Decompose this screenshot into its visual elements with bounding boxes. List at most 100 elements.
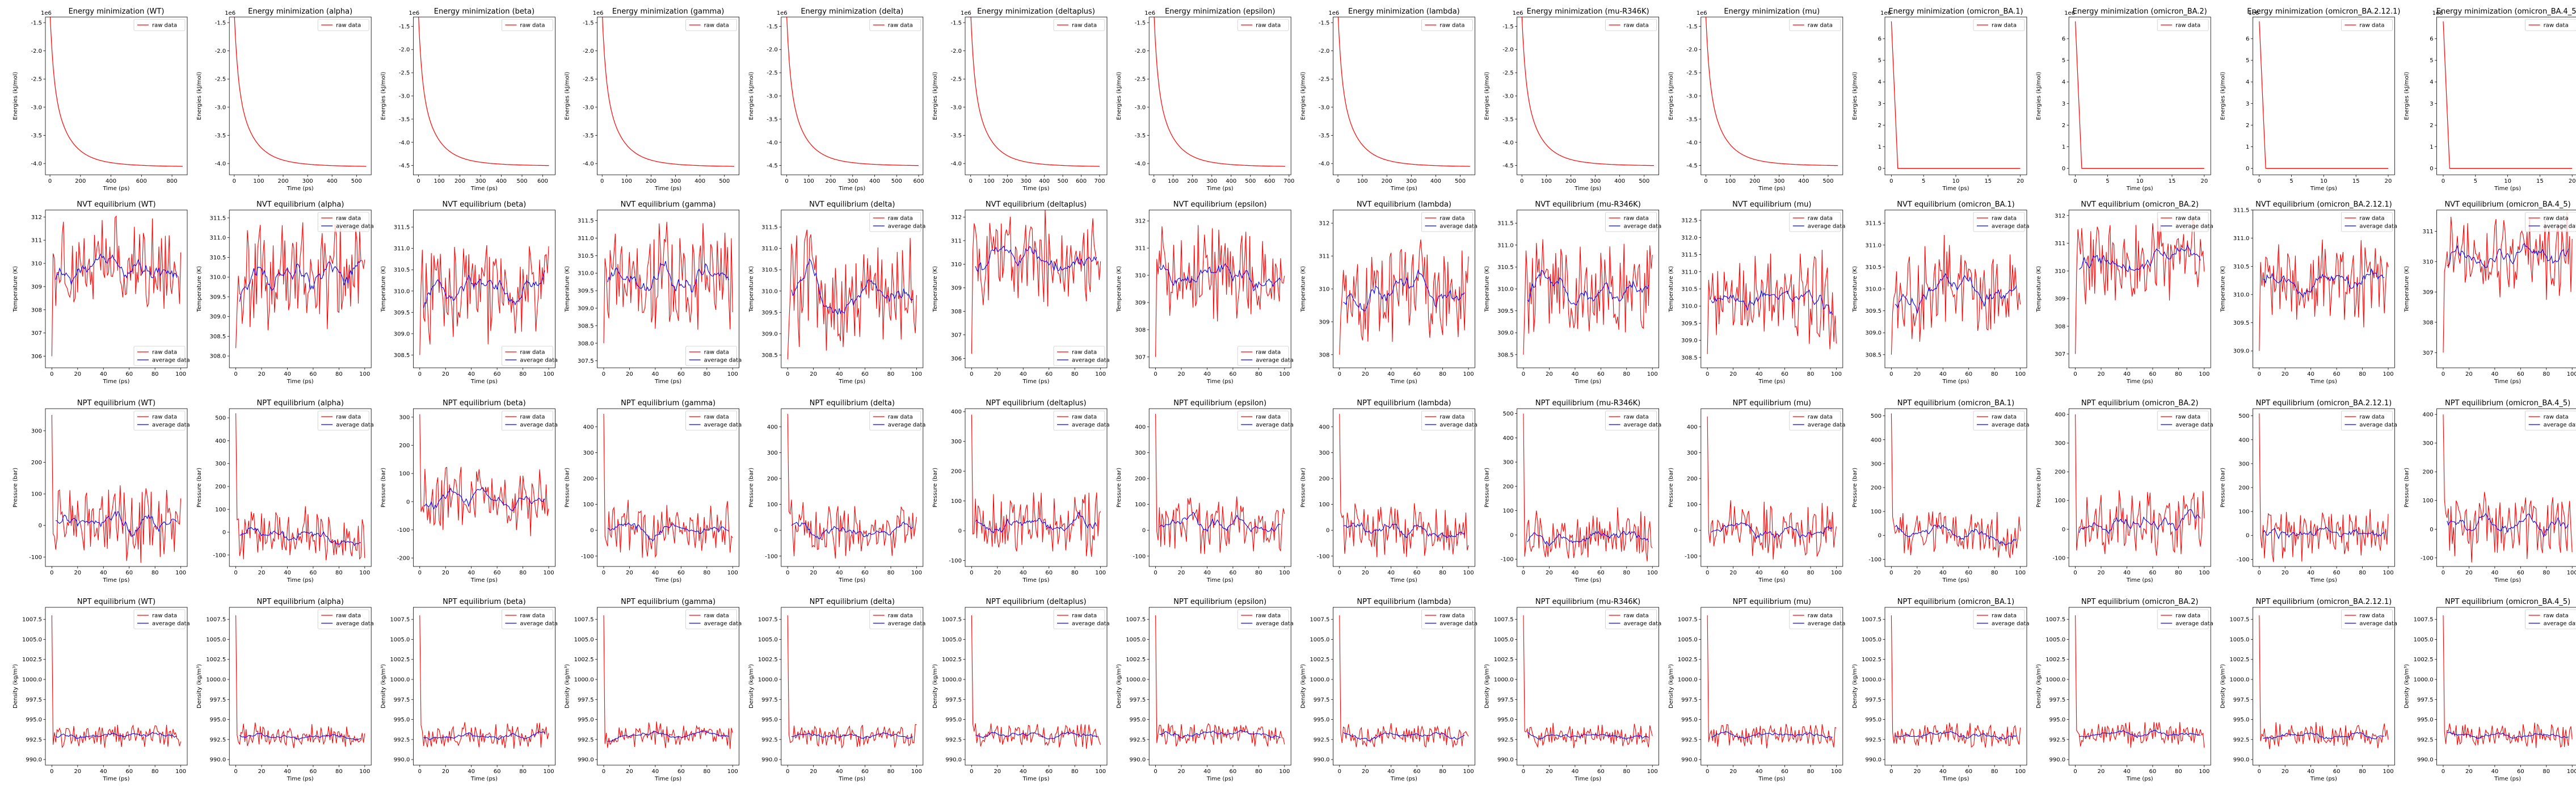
legend-label: raw data [2544, 414, 2569, 421]
series-line-average-data [55, 253, 178, 286]
x-tick-label: 500 [1822, 178, 1833, 184]
y-tick-label: 1000.0 [22, 677, 42, 683]
x-tick-label: 80 [703, 371, 710, 377]
x-tick-label: 20 [258, 769, 266, 775]
y-tick-label: 995.0 [761, 717, 778, 723]
x-tick-label: 80 [703, 769, 710, 775]
x-tick-label: 100 [1831, 769, 1842, 775]
x-tick-label: 0 [2442, 178, 2445, 184]
y-tick-label: -3.5 [399, 116, 410, 123]
series-line-raw-data [2443, 615, 2573, 748]
series-line-raw-data [2075, 615, 2205, 748]
y-axis-label: Pressure (bar) [932, 468, 938, 507]
x-tick-label: 100 [621, 178, 632, 184]
x-tick-label: 0 [1522, 371, 1525, 377]
x-axis-label: Time (ps) [838, 186, 865, 192]
y-axis-label: Temperature (K) [380, 266, 386, 312]
series-line-raw-data [2443, 212, 2573, 353]
y-tick-label: 1007.5 [22, 617, 42, 623]
series-line-raw-data [2259, 615, 2389, 749]
y-tick-label: 990.0 [1130, 757, 1146, 763]
legend: raw data average data [2525, 212, 2576, 232]
y-axis-label: Pressure (bar) [1852, 468, 1858, 507]
y-tick-label: 990.0 [578, 757, 594, 763]
x-tick-label: 300 [475, 178, 486, 184]
series-line-average-data [791, 258, 913, 315]
panel-title: Energy minimization (omicron_BA.4_5) [2436, 7, 2576, 16]
x-tick-label: 20 [994, 769, 1001, 775]
y-tick-label: 311.5 [1865, 221, 1882, 227]
y-tick-label: 309.0 [1497, 330, 1514, 337]
y-tick-label: -2.5 [1502, 70, 1514, 77]
x-tick-label: 20 [2465, 371, 2473, 377]
x-tick-label: 40 [2123, 371, 2131, 377]
y-axis-label: Pressure (bar) [1300, 468, 1306, 507]
legend: raw data [317, 19, 369, 31]
x-tick-label: 40 [2123, 769, 2131, 775]
y-tick-label: 997.5 [1681, 697, 1698, 703]
axes-frame [2252, 209, 2395, 368]
panel-title: NPT equilibrium (lambda) [1357, 598, 1451, 606]
x-tick-label: 80 [2359, 570, 2366, 576]
y-tick-label: 997.5 [1497, 697, 1514, 703]
series-line-raw-data [971, 210, 1101, 354]
panel-title: NPT equilibrium (omicron_BA.2.12.1) [2256, 598, 2392, 606]
y-tick-label: -1.5 [950, 20, 962, 26]
series-line-raw-data [1154, 17, 1285, 167]
legend: raw data [1053, 19, 1105, 31]
x-tick-label: 0 [969, 178, 973, 184]
y-tick-label: 1002.5 [1862, 657, 1882, 663]
x-tick-label: 80 [1439, 371, 1446, 377]
y-tick-label: -2.5 [1135, 77, 1146, 83]
y-axis-label: Pressure (bar) [12, 468, 19, 507]
x-tick-label: 400 [694, 178, 705, 184]
legend-label: raw data [1439, 23, 1464, 29]
y-tick-label: 3 [2430, 101, 2433, 107]
y-tick-label: 310.5 [761, 267, 778, 274]
axes-frame [1884, 607, 2027, 766]
x-tick-label: 40 [1756, 371, 1763, 377]
y-tick-label: 1002.5 [942, 657, 962, 663]
panel-nvt-9: NVT equilibrium (mu) 0 20 40 60 80 100 308.5 309… [1668, 200, 1846, 385]
axes-frame [1148, 209, 1291, 368]
y-tick-label: 312 [31, 215, 42, 221]
y-tick-label: 312.0 [1681, 235, 1698, 241]
x-tick-label: 80 [335, 769, 343, 775]
y-tick-label: -4.0 [767, 140, 778, 146]
legend-label: average data [888, 422, 926, 429]
series-line-raw-data [1339, 414, 1469, 557]
legend: raw data average data [317, 609, 374, 629]
legend-label: raw data [888, 216, 913, 222]
legend-label: raw data [1624, 613, 1649, 619]
y-tick-label: 992.5 [1130, 737, 1146, 743]
x-axis-label: Time (ps) [838, 577, 865, 583]
legend-label: raw data [1256, 613, 1281, 619]
y-tick-label: 992.5 [761, 737, 778, 743]
x-tick-label: 60 [125, 570, 133, 576]
y-tick-label: -2.0 [950, 48, 962, 54]
series-line-raw-data [2259, 240, 2389, 351]
x-tick-label: 0 [234, 570, 237, 576]
y-axis-label: Temperature (K) [1116, 266, 1122, 312]
x-tick-label: 100 [359, 570, 370, 576]
y-tick-label: 300 [399, 414, 410, 421]
legend: raw data average data [1053, 346, 1110, 366]
axes-frame [2068, 607, 2211, 766]
x-tick-label: 100 [1095, 570, 1106, 576]
panel-npt_p-8: NPT equilibrium (mu-R346K) 0 20 40 60 80 100 -1… [1484, 399, 1662, 583]
x-axis-label: Time (ps) [2126, 379, 2153, 385]
legend-box [2525, 212, 2576, 232]
y-tick-label: 310.0 [761, 288, 778, 295]
y-tick-label: -4.5 [1502, 163, 1514, 169]
y-tick-label: 400 [1319, 424, 1329, 430]
axes-frame [1332, 408, 1475, 567]
x-tick-label: 40 [836, 371, 843, 377]
y-offset-label: 1e6 [1880, 10, 1891, 16]
x-tick-label: 200 [277, 178, 288, 184]
y-tick-label: 997.5 [945, 697, 962, 703]
y-tick-label: 200 [1687, 476, 1698, 482]
y-tick-label: 995.0 [210, 717, 226, 723]
x-tick-label: 200 [1565, 178, 1576, 184]
y-tick-label: 992.5 [2049, 737, 2066, 743]
legend: raw data [1789, 19, 1841, 31]
